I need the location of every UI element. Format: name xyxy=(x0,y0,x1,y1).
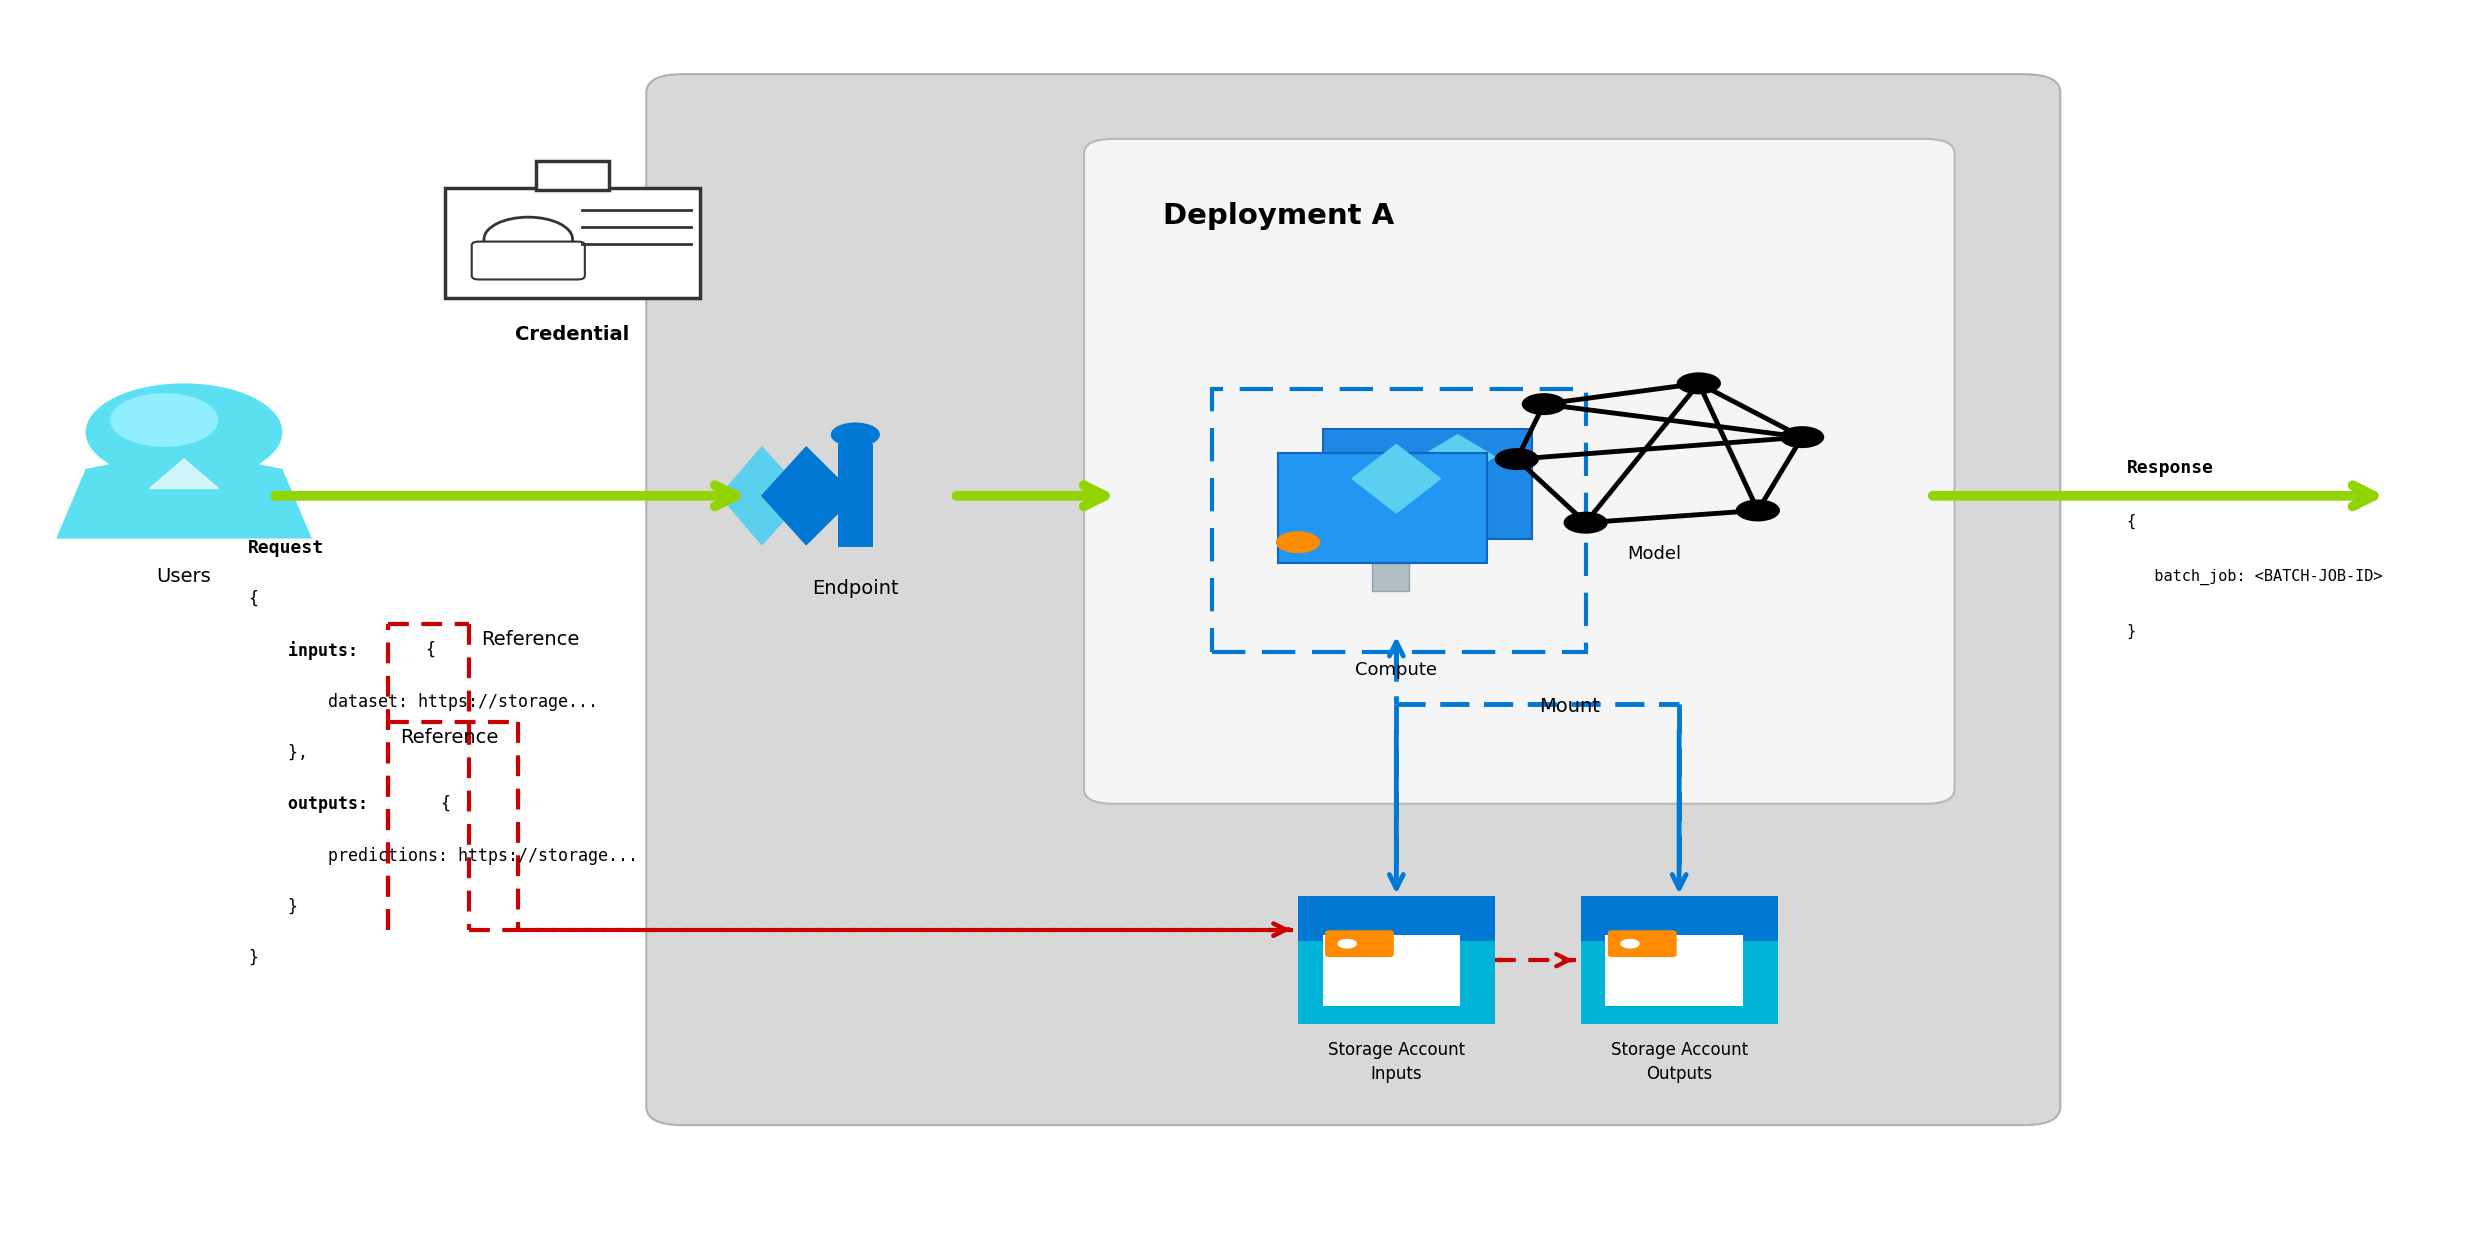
FancyBboxPatch shape xyxy=(645,74,2060,1125)
Text: Reference: Reference xyxy=(482,630,581,649)
Text: Model: Model xyxy=(1627,545,1682,562)
Text: Request: Request xyxy=(247,539,324,556)
Text: Users: Users xyxy=(156,566,210,586)
Text: Compute: Compute xyxy=(1355,661,1437,679)
Text: Credential: Credential xyxy=(514,325,631,344)
Circle shape xyxy=(111,393,218,447)
Text: inputs:: inputs: xyxy=(247,641,359,660)
Polygon shape xyxy=(148,459,218,488)
FancyBboxPatch shape xyxy=(472,241,584,279)
Bar xyxy=(1580,941,1778,1025)
Polygon shape xyxy=(57,459,312,539)
Polygon shape xyxy=(762,447,856,545)
Bar xyxy=(1580,896,1778,941)
Text: Deployment A: Deployment A xyxy=(1162,203,1395,230)
Text: }: } xyxy=(247,897,297,916)
Circle shape xyxy=(87,383,282,481)
Circle shape xyxy=(1736,499,1781,522)
Text: Endpoint: Endpoint xyxy=(811,578,898,598)
Circle shape xyxy=(1521,393,1565,415)
FancyBboxPatch shape xyxy=(1607,931,1677,957)
Text: predictions: https://storage...: predictions: https://storage... xyxy=(247,847,638,864)
Text: outputs:: outputs: xyxy=(247,795,368,813)
Text: dataset: https://storage...: dataset: https://storage... xyxy=(247,692,598,711)
Bar xyxy=(1373,561,1410,591)
Bar xyxy=(1323,936,1459,1006)
Bar xyxy=(1279,454,1486,564)
Bar xyxy=(1298,941,1494,1025)
Text: {: { xyxy=(247,590,257,608)
Text: batch_job: <BATCH-JOB-ID>: batch_job: <BATCH-JOB-ID> xyxy=(2127,569,2381,586)
Circle shape xyxy=(1677,372,1721,394)
Circle shape xyxy=(831,423,880,447)
Text: Storage Account
Inputs: Storage Account Inputs xyxy=(1328,1042,1464,1083)
Text: Mount: Mount xyxy=(1538,697,1600,717)
Text: Reference: Reference xyxy=(401,728,500,747)
Circle shape xyxy=(1276,531,1321,554)
Text: },: }, xyxy=(247,744,309,761)
Bar xyxy=(1212,389,1585,653)
Circle shape xyxy=(1494,449,1538,470)
Text: }: } xyxy=(247,949,257,968)
FancyBboxPatch shape xyxy=(1326,931,1395,957)
Bar xyxy=(537,161,608,190)
Bar xyxy=(445,188,700,298)
Circle shape xyxy=(485,218,574,261)
Circle shape xyxy=(1620,939,1640,948)
Bar xyxy=(1605,936,1743,1006)
Circle shape xyxy=(1338,939,1358,948)
Circle shape xyxy=(1781,426,1825,449)
Bar xyxy=(1323,429,1531,539)
Polygon shape xyxy=(1353,445,1442,513)
Text: Response: Response xyxy=(2127,459,2213,477)
FancyBboxPatch shape xyxy=(1083,138,1954,803)
Polygon shape xyxy=(720,447,806,545)
Text: {: { xyxy=(2127,514,2137,529)
Text: {: { xyxy=(415,641,435,659)
Text: {: { xyxy=(430,795,450,813)
Circle shape xyxy=(1563,512,1607,534)
Text: }: } xyxy=(2127,624,2137,639)
Text: Storage Account
Outputs: Storage Account Outputs xyxy=(1610,1042,1748,1083)
Polygon shape xyxy=(1422,435,1494,478)
Bar xyxy=(838,445,873,548)
Bar xyxy=(1298,896,1494,941)
